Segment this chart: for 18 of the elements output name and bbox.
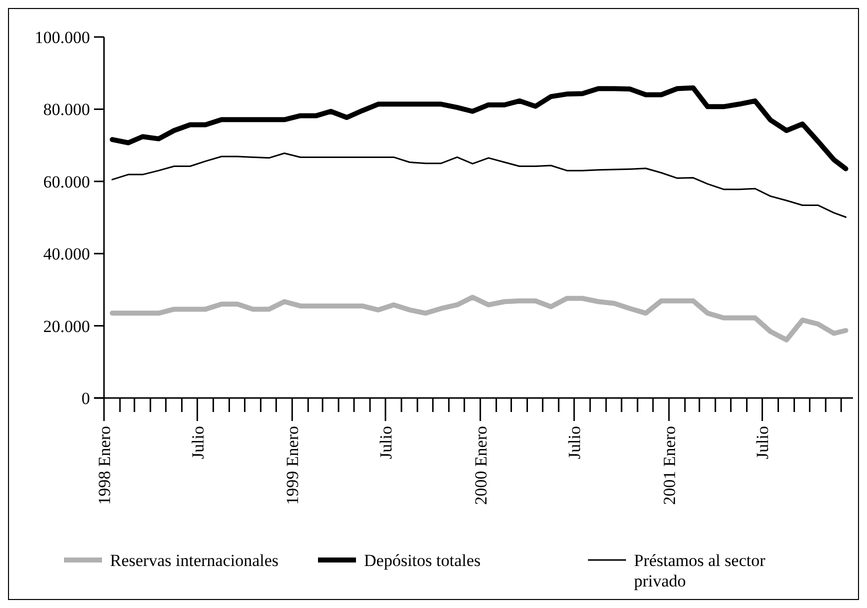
y-tick-label: 40.000 — [43, 244, 90, 264]
y-tick-label: 100.000 — [34, 28, 90, 47]
y-tick-label: 20.000 — [43, 316, 90, 336]
x-tick-label: 2000 Enero — [471, 426, 490, 505]
x-tick-label: Julio — [753, 426, 772, 460]
x-tick-label: Julio — [188, 426, 208, 460]
x-tick-label: 1998 Enero — [94, 426, 114, 505]
y-tick-label: 80.000 — [43, 100, 90, 120]
line-series — [112, 152, 847, 218]
y-tick-label: 60.000 — [43, 172, 90, 192]
legend-label: Depósitos totales — [364, 550, 481, 570]
legend-label: Reservas internacionales — [110, 550, 279, 570]
x-tick-label: Julio — [565, 426, 584, 460]
x-tick-label: 2001 Enero — [660, 426, 679, 505]
x-tick-label: Julio — [376, 426, 396, 460]
legend-label: Préstamos al sector privado — [634, 550, 766, 590]
x-tick-label: 1999 Enero — [283, 426, 302, 505]
y-tick-label: 0 — [82, 388, 90, 408]
